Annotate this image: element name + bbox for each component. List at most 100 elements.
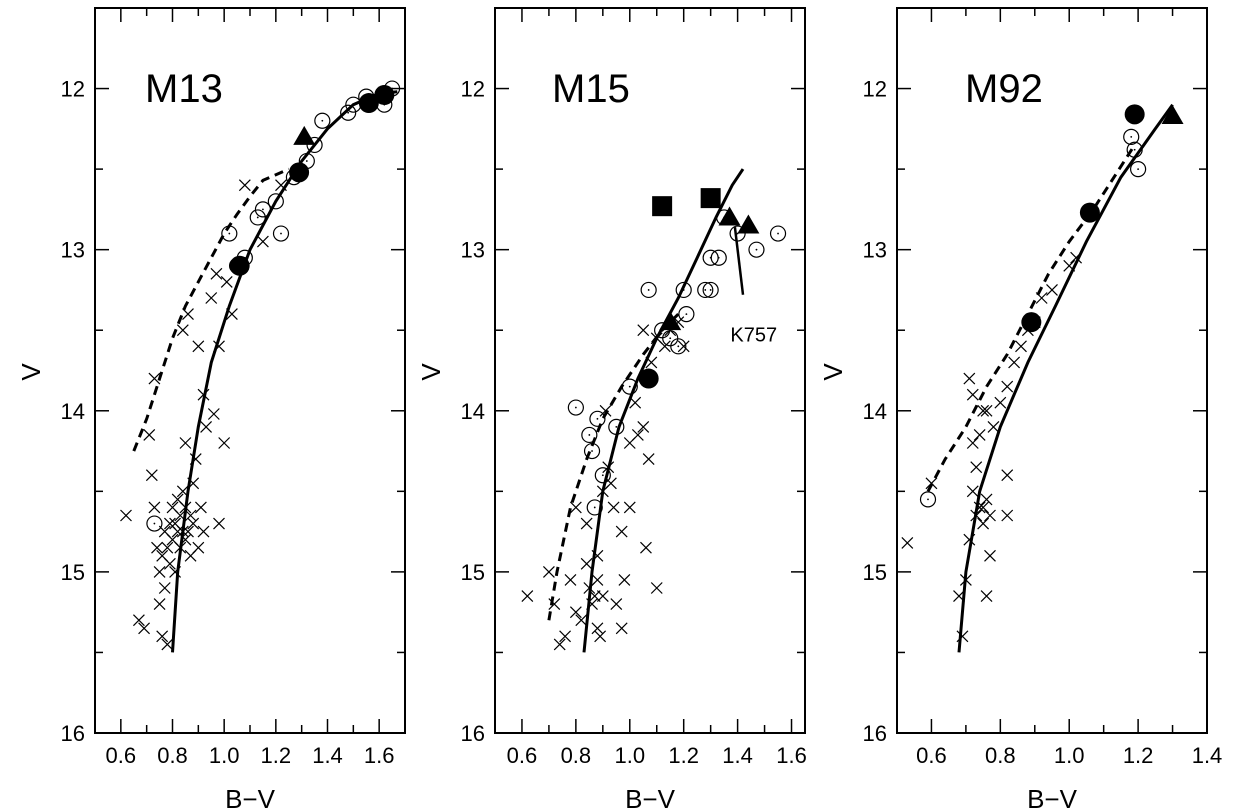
x-tick-label: 0.8: [985, 743, 1016, 768]
cross-point: [618, 574, 631, 586]
cross-point: [580, 557, 593, 570]
open-circle-point: [702, 281, 719, 299]
cross-point: [163, 557, 176, 570]
isochrone-solid: [957, 103, 1174, 653]
open-circle-dot: [685, 313, 688, 316]
cross-point: [980, 493, 993, 506]
cross-point: [153, 565, 166, 578]
open-circle-dot: [1133, 148, 1136, 151]
cross-point: [182, 308, 194, 321]
x-tick-label: 1.0: [1054, 743, 1085, 768]
open-circle-dot: [321, 119, 324, 122]
cross-point: [631, 429, 644, 441]
open-circle-point: [340, 104, 357, 121]
annotation-line: [733, 226, 745, 295]
open-circle-dot: [669, 337, 672, 340]
cross-point: [521, 590, 534, 602]
cross-point: [973, 429, 986, 441]
cross-point: [1015, 340, 1027, 353]
open-circle-dot: [601, 474, 604, 477]
cross-point: [213, 517, 225, 530]
x-tick-label: 0.8: [157, 743, 188, 768]
cross-point: [132, 614, 145, 627]
cross-point: [148, 372, 161, 385]
cross-point: [615, 525, 628, 538]
y-tick-label: 16: [461, 721, 485, 746]
cross-point: [176, 324, 189, 337]
cross-point: [207, 408, 220, 420]
open-circle-dot: [574, 406, 577, 409]
cross-point: [205, 292, 218, 304]
cross-point: [677, 340, 690, 353]
x-tick-label: 1.4: [1192, 743, 1223, 768]
cross-point: [994, 396, 1007, 409]
filled-triangle-point: [737, 214, 760, 234]
cross-point: [575, 614, 588, 627]
cross-point: [658, 340, 671, 353]
y-tick-label: 12: [461, 77, 485, 102]
cross-point: [901, 536, 914, 549]
cross-point: [220, 275, 233, 288]
open-circle-dot: [228, 232, 231, 235]
cross-point: [650, 582, 663, 594]
open-circle-dot: [777, 232, 779, 235]
cross-point: [197, 525, 210, 538]
cross-point: [120, 509, 132, 522]
cross-point: [642, 453, 655, 466]
cross-point: [158, 582, 171, 594]
cross-point: [1001, 469, 1014, 482]
open-circle-point: [306, 136, 323, 154]
cross-point: [548, 598, 561, 611]
open-circle-dot: [256, 216, 259, 219]
panel-m15: M15 0.6 0.8 1.0 1.2 1.4 1.6 12 13 14 15 16 B−V V K757: [416, 7, 807, 811]
cross-point: [637, 324, 650, 337]
cross-point: [966, 388, 979, 401]
open-circle-point: [675, 281, 692, 299]
x-tick-label: 0.6: [916, 743, 947, 768]
cross-point: [977, 404, 990, 417]
cross-point: [187, 517, 200, 530]
x-tick-label: 1.6: [776, 743, 807, 768]
open-circle-dot: [347, 111, 350, 114]
cross-point: [594, 630, 607, 643]
open-circle-point: [594, 467, 611, 484]
cross-point: [553, 638, 566, 651]
isochrone-dashed: [132, 167, 290, 452]
cross-point: [569, 501, 582, 514]
x-axis-label: B−V: [225, 784, 276, 811]
open-circle-dot: [677, 345, 680, 348]
open-circle-point: [678, 306, 695, 323]
y-tick-label: 13: [863, 238, 887, 263]
open-circle-point: [272, 225, 290, 242]
plot-frame: [494, 7, 806, 734]
open-circle-point: [314, 112, 331, 129]
cross-point: [610, 598, 623, 611]
open-circle-dot: [1137, 168, 1140, 171]
y-axis-label: V: [16, 363, 46, 381]
open-circle-point: [567, 399, 584, 416]
cross-point: [559, 630, 572, 643]
y-tick-label: 12: [863, 77, 887, 102]
open-circle-dot: [591, 450, 593, 452]
y-tick-label: 14: [461, 399, 485, 424]
open-circle-dot: [615, 425, 618, 428]
cross-point: [980, 590, 993, 602]
x-tick-label: 1.2: [261, 743, 292, 768]
cross-point: [1008, 356, 1021, 369]
cross-point: [542, 565, 555, 578]
cross-point: [980, 404, 993, 417]
open-circle-dot: [588, 434, 591, 436]
plot-frame: [94, 7, 406, 734]
x-tick-label: 0.6: [507, 743, 538, 768]
open-circle-point: [586, 499, 603, 516]
cross-point: [629, 396, 642, 409]
cross-point: [194, 501, 207, 514]
cross-point: [615, 622, 628, 635]
open-circle-dot: [927, 498, 929, 501]
cross-point: [977, 501, 990, 514]
x-tick-label: 1.0: [614, 743, 645, 768]
open-circle-point: [919, 491, 937, 508]
open-circle-point: [710, 249, 727, 266]
open-circle-dot: [153, 522, 156, 525]
